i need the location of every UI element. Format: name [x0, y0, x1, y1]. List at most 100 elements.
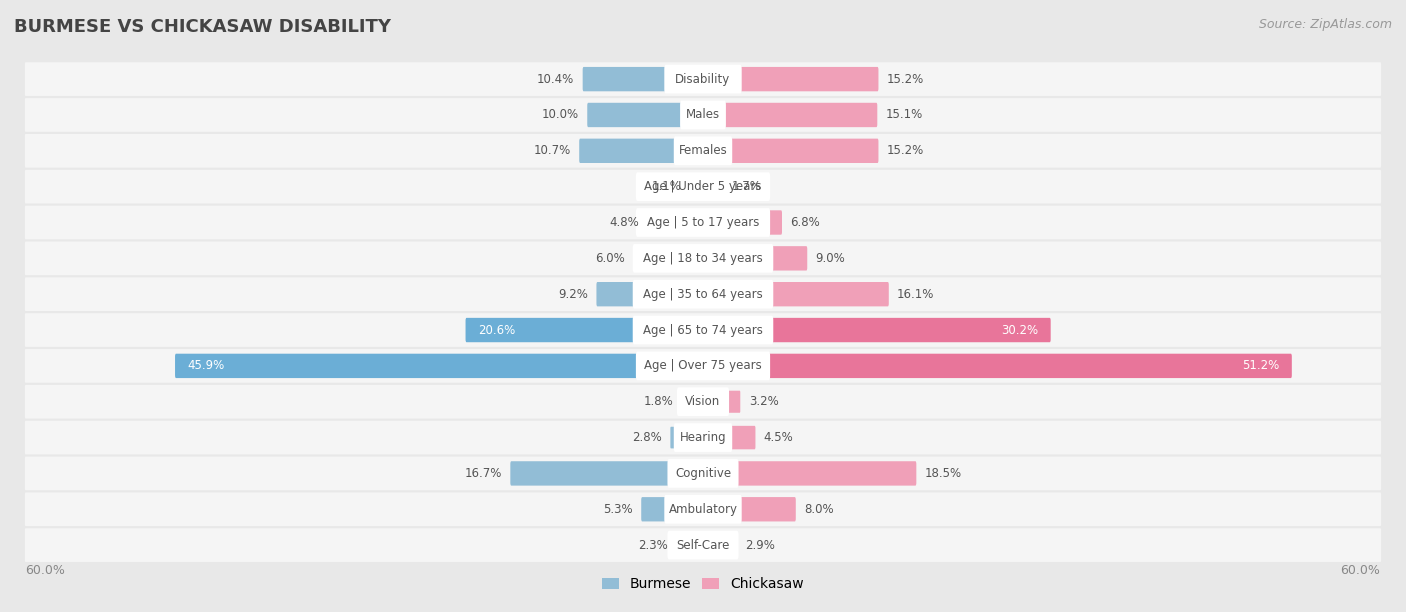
FancyBboxPatch shape — [174, 354, 704, 378]
Text: 16.7%: 16.7% — [465, 467, 502, 480]
Text: 15.2%: 15.2% — [887, 144, 924, 157]
Text: Age | 65 to 74 years: Age | 65 to 74 years — [643, 324, 763, 337]
Text: Age | Under 5 years: Age | Under 5 years — [644, 180, 762, 193]
Text: 2.3%: 2.3% — [638, 539, 668, 551]
Text: Disability: Disability — [675, 73, 731, 86]
Text: 2.9%: 2.9% — [745, 539, 775, 551]
FancyBboxPatch shape — [702, 282, 889, 307]
Text: 3.2%: 3.2% — [749, 395, 779, 408]
Text: 16.1%: 16.1% — [897, 288, 935, 300]
Text: Age | 18 to 34 years: Age | 18 to 34 years — [643, 252, 763, 265]
Text: Cognitive: Cognitive — [675, 467, 731, 480]
FancyBboxPatch shape — [690, 177, 703, 196]
FancyBboxPatch shape — [668, 531, 738, 559]
Text: 51.2%: 51.2% — [1241, 359, 1279, 372]
FancyBboxPatch shape — [25, 349, 1381, 382]
Text: Self-Care: Self-Care — [676, 539, 730, 551]
FancyBboxPatch shape — [25, 242, 1381, 275]
Text: 1.1%: 1.1% — [651, 180, 681, 193]
FancyBboxPatch shape — [636, 173, 770, 201]
FancyBboxPatch shape — [25, 134, 1381, 168]
Text: 2.8%: 2.8% — [631, 431, 662, 444]
FancyBboxPatch shape — [702, 461, 917, 485]
FancyBboxPatch shape — [702, 354, 1292, 378]
Text: 45.9%: 45.9% — [187, 359, 225, 372]
Text: 60.0%: 60.0% — [1340, 564, 1381, 577]
FancyBboxPatch shape — [664, 495, 742, 524]
Text: Age | 35 to 64 years: Age | 35 to 64 years — [643, 288, 763, 300]
FancyBboxPatch shape — [702, 103, 877, 127]
Text: Source: ZipAtlas.com: Source: ZipAtlas.com — [1258, 18, 1392, 31]
FancyBboxPatch shape — [676, 534, 703, 556]
Text: 18.5%: 18.5% — [925, 467, 962, 480]
FancyBboxPatch shape — [702, 246, 807, 271]
Text: 6.0%: 6.0% — [595, 252, 624, 265]
FancyBboxPatch shape — [582, 67, 704, 91]
FancyBboxPatch shape — [25, 420, 1381, 455]
FancyBboxPatch shape — [673, 424, 733, 452]
Text: Ambulatory: Ambulatory — [668, 503, 738, 516]
Text: BURMESE VS CHICKASAW DISABILITY: BURMESE VS CHICKASAW DISABILITY — [14, 18, 391, 36]
Text: 9.2%: 9.2% — [558, 288, 588, 300]
Text: 30.2%: 30.2% — [1001, 324, 1038, 337]
FancyBboxPatch shape — [633, 280, 773, 308]
FancyBboxPatch shape — [25, 206, 1381, 239]
FancyBboxPatch shape — [25, 313, 1381, 347]
Text: 10.0%: 10.0% — [541, 108, 579, 121]
Text: 9.0%: 9.0% — [815, 252, 845, 265]
Text: Males: Males — [686, 108, 720, 121]
FancyBboxPatch shape — [702, 139, 879, 163]
FancyBboxPatch shape — [596, 282, 704, 307]
Text: 4.5%: 4.5% — [763, 431, 793, 444]
Text: Females: Females — [679, 144, 727, 157]
Text: 5.3%: 5.3% — [603, 503, 633, 516]
FancyBboxPatch shape — [702, 497, 796, 521]
FancyBboxPatch shape — [702, 211, 782, 234]
FancyBboxPatch shape — [25, 493, 1381, 526]
FancyBboxPatch shape — [588, 103, 704, 127]
FancyBboxPatch shape — [465, 318, 704, 342]
FancyBboxPatch shape — [25, 170, 1381, 204]
Legend: Burmese, Chickasaw: Burmese, Chickasaw — [602, 577, 804, 591]
FancyBboxPatch shape — [703, 176, 723, 197]
FancyBboxPatch shape — [510, 461, 704, 485]
FancyBboxPatch shape — [703, 534, 737, 556]
FancyBboxPatch shape — [673, 136, 733, 165]
FancyBboxPatch shape — [636, 208, 770, 237]
FancyBboxPatch shape — [633, 316, 773, 345]
FancyBboxPatch shape — [25, 528, 1381, 562]
FancyBboxPatch shape — [676, 387, 730, 416]
Text: 8.0%: 8.0% — [804, 503, 834, 516]
FancyBboxPatch shape — [633, 244, 773, 273]
FancyBboxPatch shape — [681, 100, 725, 129]
FancyBboxPatch shape — [579, 139, 704, 163]
Text: 1.7%: 1.7% — [731, 180, 762, 193]
FancyBboxPatch shape — [703, 390, 741, 412]
FancyBboxPatch shape — [641, 497, 704, 521]
Text: Age | Over 75 years: Age | Over 75 years — [644, 359, 762, 372]
FancyBboxPatch shape — [636, 351, 770, 380]
Text: 60.0%: 60.0% — [25, 564, 66, 577]
Text: 10.4%: 10.4% — [537, 73, 575, 86]
Text: 1.8%: 1.8% — [644, 395, 673, 408]
FancyBboxPatch shape — [671, 427, 703, 449]
Text: 15.1%: 15.1% — [886, 108, 922, 121]
FancyBboxPatch shape — [702, 67, 879, 91]
Text: 6.8%: 6.8% — [790, 216, 820, 229]
Text: Vision: Vision — [685, 395, 721, 408]
Text: Age | 5 to 17 years: Age | 5 to 17 years — [647, 216, 759, 229]
FancyBboxPatch shape — [25, 277, 1381, 311]
FancyBboxPatch shape — [25, 98, 1381, 132]
Text: 20.6%: 20.6% — [478, 324, 515, 337]
FancyBboxPatch shape — [633, 246, 704, 271]
Text: Hearing: Hearing — [679, 431, 727, 444]
FancyBboxPatch shape — [702, 426, 755, 449]
FancyBboxPatch shape — [664, 65, 742, 94]
FancyBboxPatch shape — [25, 62, 1381, 96]
FancyBboxPatch shape — [702, 318, 1050, 342]
FancyBboxPatch shape — [668, 459, 738, 488]
Text: 4.8%: 4.8% — [609, 216, 638, 229]
Text: 15.2%: 15.2% — [887, 73, 924, 86]
FancyBboxPatch shape — [25, 457, 1381, 490]
FancyBboxPatch shape — [25, 385, 1381, 419]
